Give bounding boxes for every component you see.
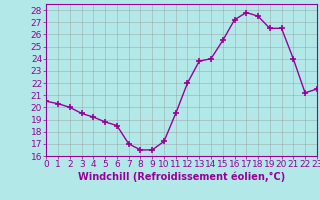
X-axis label: Windchill (Refroidissement éolien,°C): Windchill (Refroidissement éolien,°C)	[78, 172, 285, 182]
